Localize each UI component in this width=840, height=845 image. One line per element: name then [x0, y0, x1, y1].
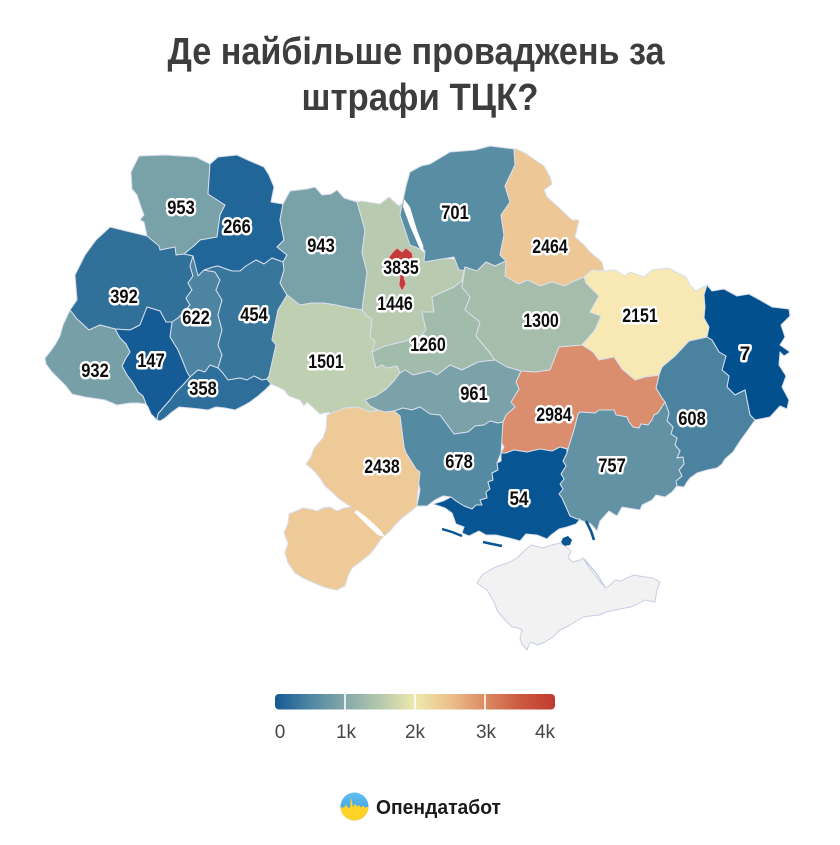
svg-text:1260: 1260	[410, 335, 446, 356]
svg-text:3k: 3k	[476, 722, 497, 743]
svg-text:392: 392	[110, 287, 138, 308]
svg-text:4k: 4k	[535, 722, 556, 743]
svg-text:757: 757	[598, 456, 626, 477]
svg-text:943: 943	[307, 236, 335, 257]
svg-text:608: 608	[678, 409, 706, 430]
svg-text:147: 147	[137, 351, 165, 372]
svg-text:678: 678	[445, 452, 473, 473]
svg-text:2k: 2k	[405, 722, 426, 743]
svg-text:454: 454	[240, 305, 268, 326]
svg-text:932: 932	[81, 361, 109, 382]
svg-text:358: 358	[189, 379, 217, 400]
svg-text:Де найбільше проваджень за: Де найбільше проваджень за	[168, 31, 666, 73]
svg-text:961: 961	[460, 384, 488, 405]
svg-text:2464: 2464	[532, 237, 568, 258]
svg-text:1446: 1446	[377, 294, 413, 315]
svg-text:2984: 2984	[536, 405, 572, 426]
svg-text:266: 266	[223, 217, 251, 238]
svg-text:2438: 2438	[364, 457, 400, 478]
svg-text:953: 953	[167, 198, 195, 219]
svg-text:1300: 1300	[523, 311, 559, 332]
svg-text:1k: 1k	[336, 722, 357, 743]
svg-text:622: 622	[182, 308, 210, 329]
svg-text:0: 0	[275, 722, 286, 743]
svg-text:3835: 3835	[383, 258, 419, 279]
svg-text:Опендатабот: Опендатабот	[376, 796, 501, 819]
svg-text:54: 54	[510, 489, 529, 510]
svg-text:701: 701	[441, 203, 469, 224]
svg-text:7: 7	[740, 344, 751, 365]
svg-text:1501: 1501	[308, 352, 344, 373]
svg-text:2151: 2151	[622, 306, 658, 327]
svg-text:штрафи ТЦК?: штрафи ТЦК?	[302, 77, 539, 119]
